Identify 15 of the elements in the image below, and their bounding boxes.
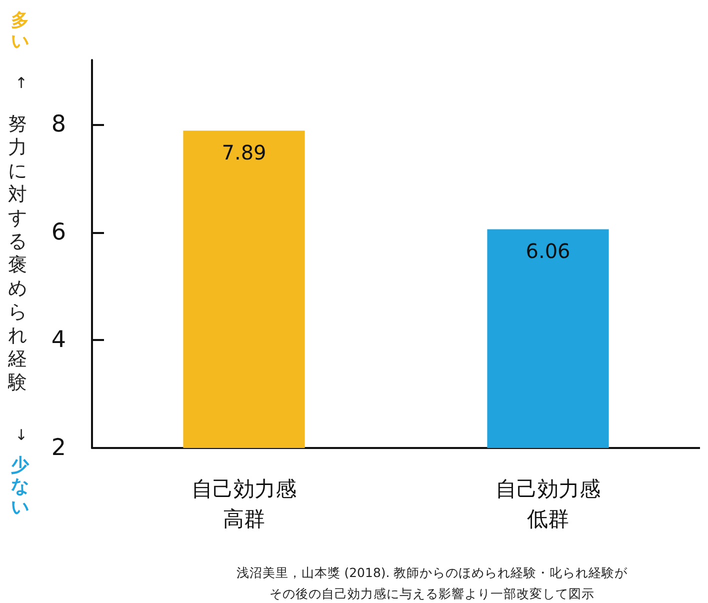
text: ↑ <box>15 74 28 92</box>
text: ↓ <box>15 426 28 444</box>
data-label: 6.06 <box>526 239 570 264</box>
text: 多い <box>11 10 29 52</box>
text: 努力に対する褒められ経験 <box>8 112 27 394</box>
y-tick-label: 4 <box>51 327 66 354</box>
text: 浅沼美里，山本獎 (2018). 教師からのほめられ経験・叱られ経験が <box>236 565 629 580</box>
text: 少ない <box>11 455 30 518</box>
y-tick-label: 2 <box>51 435 66 461</box>
y-tick-label: 6 <box>51 219 66 246</box>
y-tick-label: 8 <box>51 112 66 138</box>
x-tick-label: 自己効力感高群 <box>192 477 296 531</box>
x-tick-label: 自己効力感低群 <box>496 477 600 531</box>
text: その後の自己効力感に与える影響より一部改変して図示 <box>270 586 594 601</box>
data-label: 7.89 <box>222 140 266 165</box>
